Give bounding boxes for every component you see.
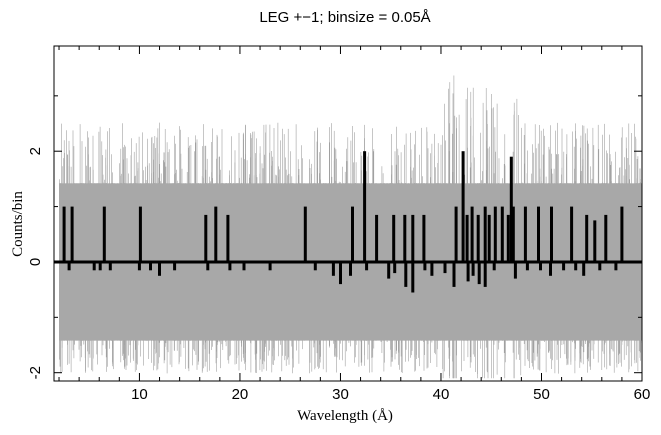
- data-bar: [404, 262, 408, 287]
- data-bar: [422, 214, 426, 262]
- data-bar: [349, 262, 352, 276]
- data-bar: [138, 206, 142, 262]
- data-bar: [585, 214, 589, 262]
- data-bar: [562, 262, 566, 271]
- y-tick-label: 2: [27, 147, 44, 155]
- data-bar: [228, 262, 232, 271]
- data-bar: [226, 214, 230, 262]
- data-bar: [387, 262, 391, 279]
- data-bar: [465, 214, 469, 262]
- data-bar: [363, 151, 367, 262]
- data-bar: [511, 206, 515, 262]
- data-bar: [614, 262, 618, 271]
- data-bar: [158, 262, 161, 276]
- data-bar: [525, 262, 529, 271]
- data-bar: [403, 214, 407, 262]
- data-bar: [102, 206, 106, 262]
- data-bar: [365, 262, 369, 271]
- data-bar: [466, 262, 470, 282]
- data-bar: [303, 206, 307, 262]
- data-bar: [570, 206, 574, 262]
- data-bar: [206, 262, 210, 271]
- data-bar: [149, 262, 152, 271]
- data-bar: [137, 262, 141, 271]
- data-bar: [351, 206, 354, 262]
- data-bar: [506, 214, 510, 262]
- data-bar: [108, 262, 112, 271]
- data-bar: [470, 206, 474, 262]
- x-tick-label: 20: [232, 386, 249, 403]
- data-bar: [392, 214, 396, 262]
- chart-title: LEG +−1; binsize = 0.05Å: [259, 9, 430, 26]
- x-tick-label: 60: [634, 386, 651, 403]
- data-bar: [70, 206, 74, 262]
- data-bar: [268, 262, 272, 271]
- data-bar: [539, 262, 542, 271]
- data-bar: [313, 262, 317, 271]
- data-bar: [493, 206, 497, 262]
- y-tick-label: -2: [27, 366, 44, 379]
- data-bar: [574, 262, 578, 271]
- data-bar: [411, 214, 415, 262]
- data-bar: [513, 262, 517, 279]
- data-bar: [550, 206, 553, 262]
- x-tick-label: 30: [332, 386, 349, 403]
- data-bar: [393, 262, 397, 274]
- data-bar: [461, 151, 465, 262]
- data-bar: [471, 262, 475, 276]
- data-bar: [375, 214, 379, 262]
- data-bar: [509, 156, 513, 262]
- data-series: [54, 151, 642, 293]
- data-bar: [454, 206, 458, 262]
- y-axis-label: Counts/bin: [10, 191, 26, 257]
- data-bar: [443, 262, 447, 274]
- plot-frame: [53, 45, 643, 382]
- data-bar: [476, 214, 480, 262]
- data-bar: [537, 206, 540, 262]
- data-bar: [430, 262, 434, 276]
- data-bar: [582, 262, 586, 276]
- data-bar: [98, 262, 102, 271]
- data-bar: [598, 262, 602, 271]
- x-tick-label: 40: [433, 386, 450, 403]
- data-bar: [339, 262, 342, 285]
- data-bar: [423, 262, 427, 271]
- x-tick-label: 50: [533, 386, 550, 403]
- data-bar: [477, 262, 481, 285]
- data-bar: [483, 206, 487, 262]
- data-bar: [204, 214, 208, 262]
- data-bar: [242, 262, 246, 271]
- axis-ticks: 10 20 30 40 50 60 -2 0 2: [27, 46, 650, 403]
- data-bar: [523, 206, 527, 262]
- y-tick-label: 0: [27, 258, 44, 266]
- data-bar: [549, 262, 552, 276]
- data-bar: [487, 214, 491, 262]
- data-bar: [593, 220, 597, 262]
- data-bar: [67, 262, 71, 271]
- x-axis-label: Wavelength (Å): [297, 408, 393, 424]
- data-bar: [452, 262, 456, 287]
- data-bar: [500, 206, 504, 262]
- x-tick-label: 10: [131, 386, 148, 403]
- data-bar: [411, 262, 415, 293]
- data-bar: [492, 262, 496, 271]
- data-bar: [483, 262, 487, 287]
- data-bar: [331, 262, 335, 276]
- data-bar: [62, 206, 66, 262]
- data-bar: [620, 206, 624, 262]
- data-bar: [214, 206, 218, 262]
- data-bar: [173, 262, 177, 271]
- data-bar: [92, 262, 96, 271]
- data-bar: [604, 214, 608, 262]
